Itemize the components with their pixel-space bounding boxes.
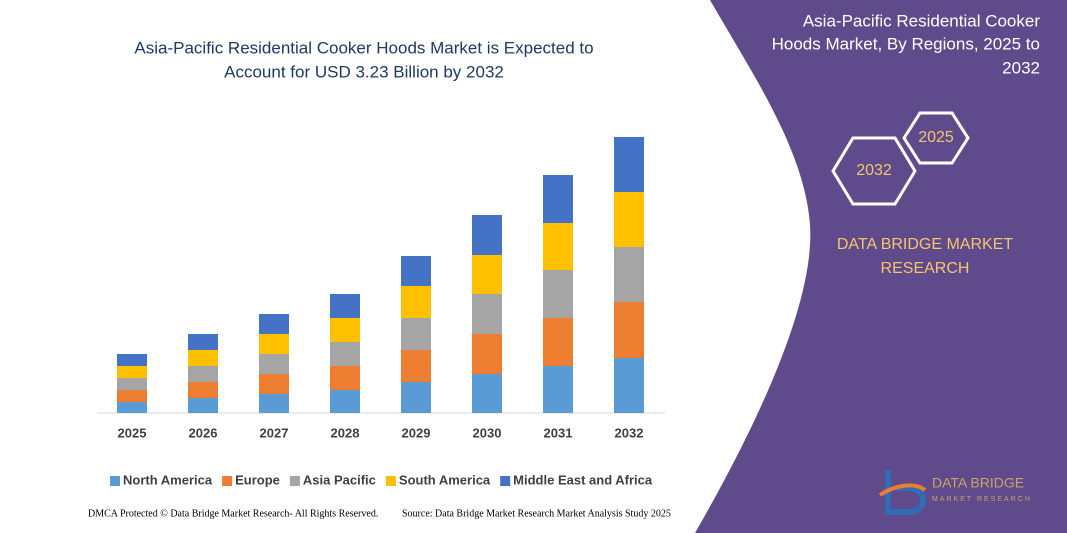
legend-label: Europe <box>235 472 280 487</box>
bar-segment <box>614 137 644 192</box>
hexagon <box>902 111 970 165</box>
bar-segment <box>330 342 360 366</box>
bar-segment <box>401 286 431 318</box>
hexagon <box>831 136 917 206</box>
legend-label: North America <box>123 472 213 487</box>
side-panel <box>695 0 1067 533</box>
x-tick-label: 2028 <box>331 425 360 440</box>
bar-segment <box>188 334 218 350</box>
legend-swatch <box>289 476 300 486</box>
legend-label: Middle East and Africa <box>513 472 653 487</box>
bar-segment <box>330 294 360 318</box>
footer-left: DMCA Protected © Data Bridge Market Rese… <box>88 508 378 519</box>
logo-mark <box>885 470 926 515</box>
bar-segment <box>472 374 502 413</box>
bar-segment <box>401 256 431 286</box>
bar-segment <box>401 318 431 350</box>
legend-label: Asia Pacific <box>303 472 376 487</box>
bar-segment <box>117 390 147 402</box>
bar-segment <box>401 350 431 382</box>
bar-segment <box>472 215 502 255</box>
legend-swatch <box>385 476 396 486</box>
bar-segment <box>472 255 502 294</box>
x-tick-label: 2031 <box>544 425 573 440</box>
hex-label: 2025 <box>918 129 954 146</box>
legend-swatch <box>110 476 120 486</box>
bar-segment <box>259 374 289 394</box>
logo-text: DATA BRIDGE <box>932 475 1024 491</box>
bar-segment <box>117 402 147 413</box>
chart-title: Asia-Pacific Residential Cooker Hoods Ma… <box>134 38 593 57</box>
x-tick-label: 2029 <box>402 425 431 440</box>
chart-title: Account for USD 3.23 Billion by 2032 <box>224 62 504 81</box>
bar-segment <box>543 175 573 223</box>
bar-segment <box>472 334 502 374</box>
logo-mark <box>878 483 927 497</box>
bar-segment <box>330 390 360 413</box>
x-tick-label: 2026 <box>189 425 218 440</box>
bar-segment <box>614 247 644 302</box>
legend-swatch <box>222 476 233 486</box>
brand: RESEARCH <box>881 260 970 277</box>
bar-segment <box>614 302 644 358</box>
bar-segment <box>472 294 502 334</box>
bar-segment <box>543 270 573 318</box>
bar-segment <box>117 378 147 390</box>
bar-segment <box>330 318 360 342</box>
bar-segment <box>614 192 644 247</box>
bar-segment <box>259 334 289 354</box>
bar-segment <box>188 398 218 413</box>
bar-segment <box>543 366 573 413</box>
bar-segment <box>188 366 218 382</box>
bar-segment <box>188 350 218 366</box>
bar-segment <box>259 354 289 374</box>
bar-segment <box>543 223 573 270</box>
x-tick-label: 2032 <box>615 425 644 440</box>
bar-segment <box>117 366 147 378</box>
hex-label: 2032 <box>856 162 892 179</box>
panel-title: 2032 <box>1002 58 1040 77</box>
bar-segment <box>117 354 147 366</box>
x-tick-label: 2030 <box>473 425 502 440</box>
logo-text: MARKET RESEARCH <box>932 496 1032 503</box>
bar-segment <box>188 382 218 398</box>
x-tick-label: 2025 <box>118 425 147 440</box>
x-tick-label: 2027 <box>260 425 289 440</box>
panel-title: Hoods Market, By Regions, 2025 to <box>772 34 1040 53</box>
legend-swatch <box>500 476 511 486</box>
panel-title: Asia-Pacific Residential Cooker <box>803 11 1040 30</box>
logo: DATA BRIDGE MARKET RESEARCH <box>878 470 1032 515</box>
bar-segment <box>543 318 573 366</box>
legend-label: South America <box>399 472 491 487</box>
bar-segment <box>330 366 360 390</box>
bar-segment <box>614 358 644 413</box>
bar-segment <box>259 394 289 413</box>
brand: DATA BRIDGE MARKET <box>837 236 1014 253</box>
bar-segment <box>401 382 431 413</box>
bar-segment <box>259 314 289 334</box>
footer-right: Source: Data Bridge Market Research Mark… <box>402 508 671 519</box>
